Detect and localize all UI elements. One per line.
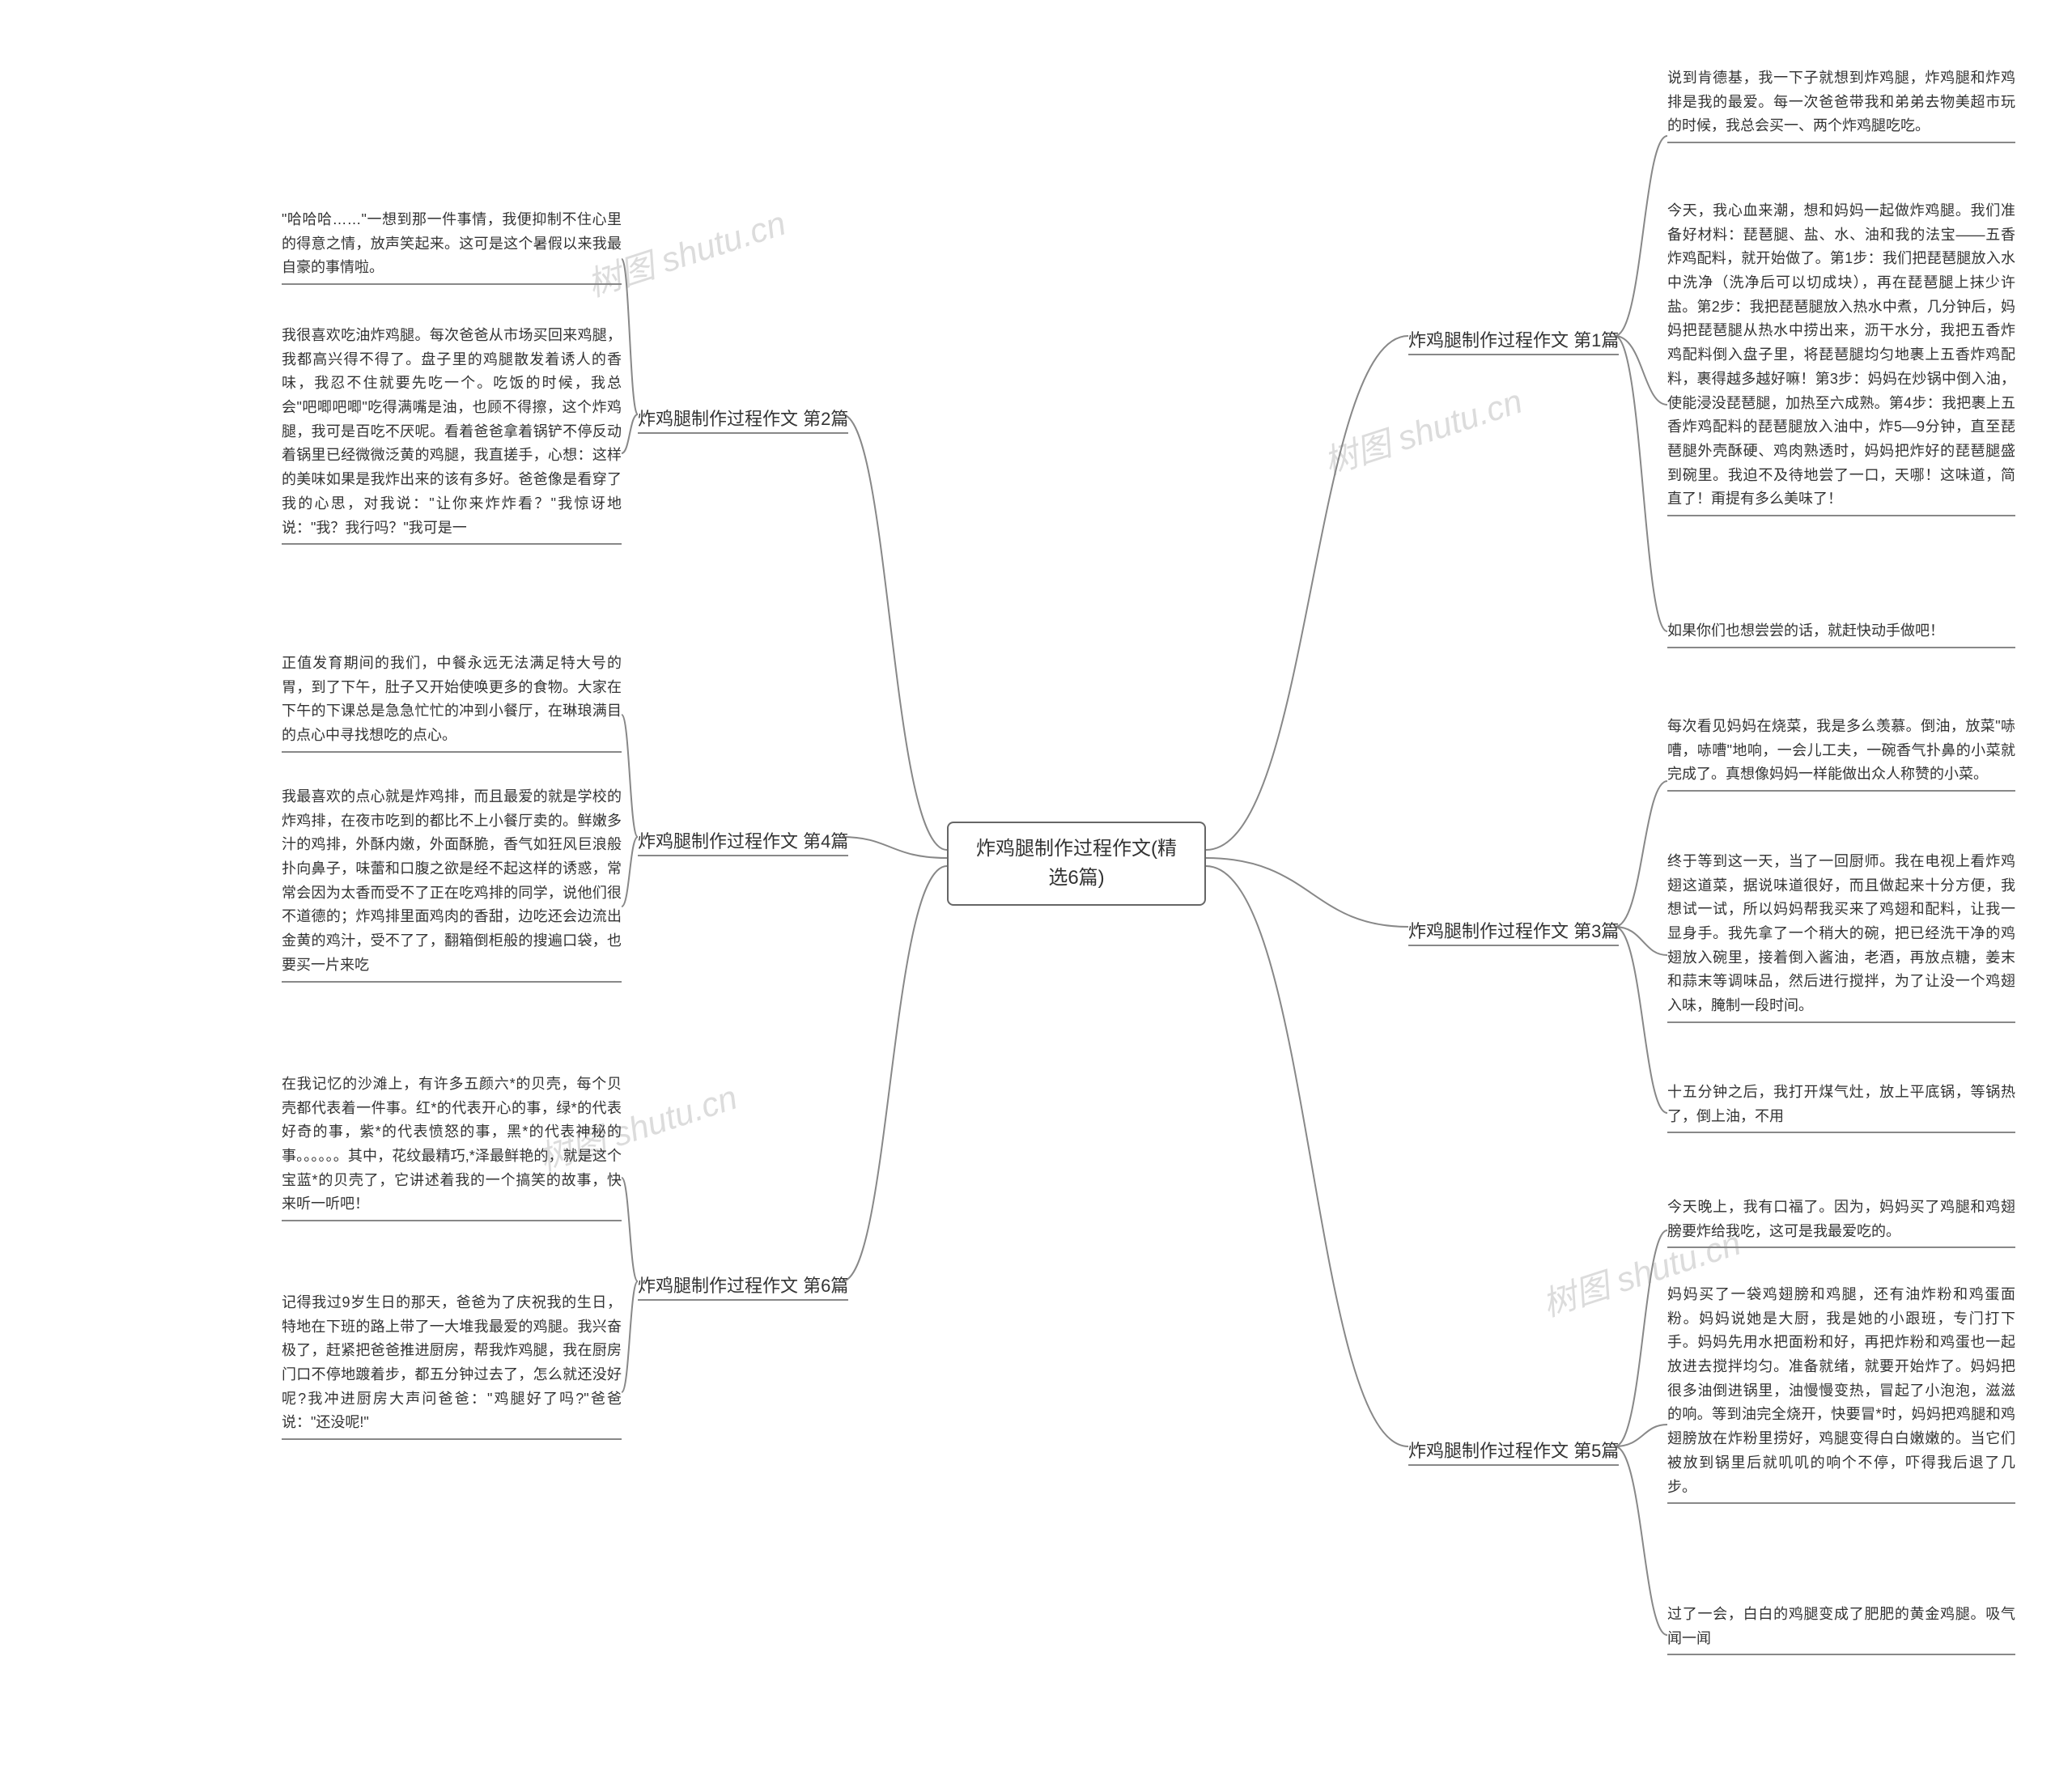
leaf-node[interactable]: 今天，我心血来潮，想和妈妈一起做炸鸡腿。我们准备好材料：琵琶腿、盐、水、油和我的… [1667,199,2015,512]
watermark: 树图 shutu.cn [1317,374,1528,485]
leaf-node[interactable]: 妈妈买了一袋鸡翅膀和鸡腿，还有油炸粉和鸡蛋面粉。妈妈说她是大厨，我是她的小跟班，… [1667,1283,2015,1499]
center-topic[interactable]: 炸鸡腿制作过程作文(精选6篇) [947,822,1206,906]
branch-label-4[interactable]: 炸鸡腿制作过程作文 第4篇 [638,827,848,853]
leaf-node[interactable]: "哈哈哈……"一想到那一件事情，我便抑制不住心里的得意之情，放声笑起来。这可是这… [282,208,622,280]
leaf-node[interactable]: 过了一会，白白的鸡腿变成了肥肥的黄金鸡腿。吸气闻一闻 [1667,1603,2015,1650]
leaf-node[interactable]: 我很喜欢吃油炸鸡腿。每次爸爸从市场买回来鸡腿，我都高兴得不得了。盘子里的鸡腿散发… [282,324,622,540]
leaf-node[interactable]: 每次看见妈妈在烧菜，我是多么羡慕。倒油，放菜"哧嘈，哧嘈"地响，一会儿工夫，一碗… [1667,715,2015,787]
leaf-node[interactable]: 终于等到这一天，当了一回厨师。我在电视上看炸鸡翅这道菜，据说味道很好，而且做起来… [1667,850,2015,1018]
branch-label-1[interactable]: 炸鸡腿制作过程作文 第1篇 [1408,326,1619,352]
leaf-node[interactable]: 我最喜欢的点心就是炸鸡排，而且最爱的就是学校的炸鸡排，在夜市吃到的都比不上小餐厅… [282,785,622,978]
center-topic-text: 炸鸡腿制作过程作文(精选6篇) [976,838,1177,889]
branch-label-6[interactable]: 炸鸡腿制作过程作文 第6篇 [638,1272,848,1297]
branch-label-5[interactable]: 炸鸡腿制作过程作文 第5篇 [1408,1437,1619,1463]
leaf-node[interactable]: 十五分钟之后，我打开煤气灶，放上平底锅，等锅热了，倒上油，不用 [1667,1081,2015,1128]
leaf-node[interactable]: 如果你们也想尝尝的话，就赶快动手做吧！ [1667,619,2015,643]
leaf-node[interactable]: 正值发育期间的我们，中餐永远无法满足特大号的胃，到了下午，肚子又开始使唤更多的食… [282,652,622,748]
leaf-node[interactable]: 记得我过9岁生日的那天，爸爸为了庆祝我的生日，特地在下班的路上带了一大堆我最爱的… [282,1291,622,1435]
branch-label-3[interactable]: 炸鸡腿制作过程作文 第3篇 [1408,917,1619,943]
branch-label-2[interactable]: 炸鸡腿制作过程作文 第2篇 [638,405,848,431]
leaf-node[interactable]: 在我记忆的沙滩上，有许多五颜六*的贝壳，每个贝壳都代表着一件事。红*的代表开心的… [282,1072,622,1217]
leaf-node[interactable]: 说到肯德基，我一下子就想到炸鸡腿，炸鸡腿和炸鸡排是我的最爱。每一次爸爸带我和弟弟… [1667,66,2015,138]
leaf-node[interactable]: 今天晚上，我有口福了。因为，妈妈买了鸡腿和鸡翅膀要炸给我吃，这可是我最爱吃的。 [1667,1196,2015,1243]
